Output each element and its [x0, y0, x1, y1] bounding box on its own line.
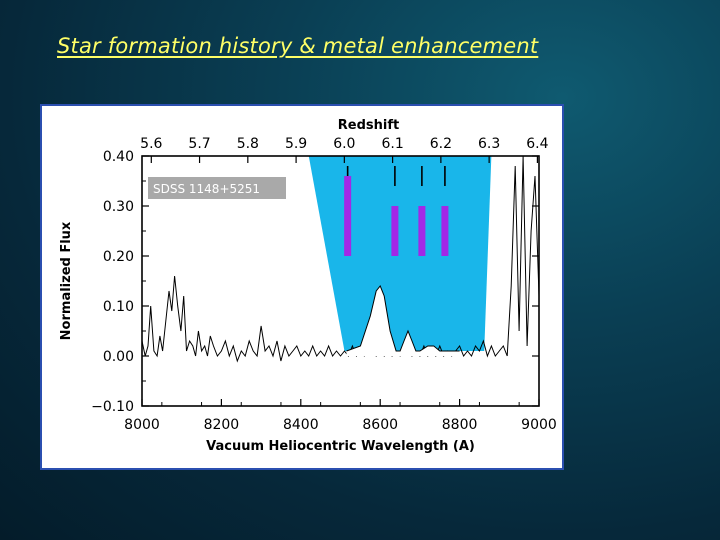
redshift-axis-label: Redshift [338, 118, 399, 133]
x-tick-label-3: 8600 [362, 417, 398, 433]
series-line-1 [346, 285, 460, 352]
x-tick-label-1: 8200 [204, 417, 240, 433]
z-tick-label-3: 5.9 [285, 136, 307, 152]
z-tick-label-2: 5.8 [237, 136, 259, 152]
y-tick-label-1: 0.00 [103, 349, 134, 365]
x-tick-label-5: 9000 [521, 417, 557, 433]
x-tick-label-2: 8400 [283, 417, 319, 433]
figure-frame: 8000 8200 8400 8600 8800 9000 −0.10 0.00 0.10 0.2… [40, 104, 564, 470]
slide-title: Star formation history & metal enhanceme… [57, 34, 539, 58]
z-tick-label-5: 6.1 [381, 136, 403, 152]
z-tick-label-8: 6.4 [526, 136, 548, 152]
y-tick-label-4: 0.30 [103, 199, 134, 215]
lyman-alpha-trough-band [308, 156, 492, 351]
absorption-markers [344, 166, 449, 256]
series-line-0 [141, 155, 540, 363]
axis-ticks: 8000 8200 8400 8600 8800 9000 −0.10 0.00 0.10 0.2… [91, 136, 557, 433]
y-tick-label-5: 0.40 [103, 149, 134, 165]
z-tick-label-6: 6.2 [430, 136, 452, 152]
object-label-box: SDSS 1148+5251 [148, 177, 286, 199]
y-tick-label-0: −0.10 [91, 399, 134, 415]
y-axis-label: Normalized Flux [59, 221, 74, 340]
z-tick-label-4: 6.0 [333, 136, 355, 152]
series-fill-1 [346, 286, 460, 356]
z-tick-label-7: 6.3 [478, 136, 500, 152]
x-tick-label-4: 8800 [442, 417, 478, 433]
y-tick-label-2: 0.10 [103, 299, 134, 315]
absorption-bar-0 [344, 176, 352, 256]
shaded-band [308, 156, 492, 351]
flux-spectrum-series [141, 155, 540, 363]
object-label: SDSS 1148+5251 [153, 182, 260, 196]
object-label-background [148, 177, 286, 199]
x-tick-label-0: 8000 [124, 417, 160, 433]
y-tick-label-3: 0.20 [103, 249, 134, 265]
absorption-bar-1 [391, 206, 399, 256]
z-tick-label-1: 5.7 [188, 136, 210, 152]
absorption-bar-3 [441, 206, 449, 256]
z-tick-label-0: 5.6 [140, 136, 162, 152]
absorption-bar-2 [418, 206, 426, 256]
x-axis-label: Vacuum Heliocentric Wavelength (A) [206, 439, 475, 454]
spectrum-chart: 8000 8200 8400 8600 8800 9000 −0.10 0.00 0.10 0.2… [59, 118, 557, 454]
